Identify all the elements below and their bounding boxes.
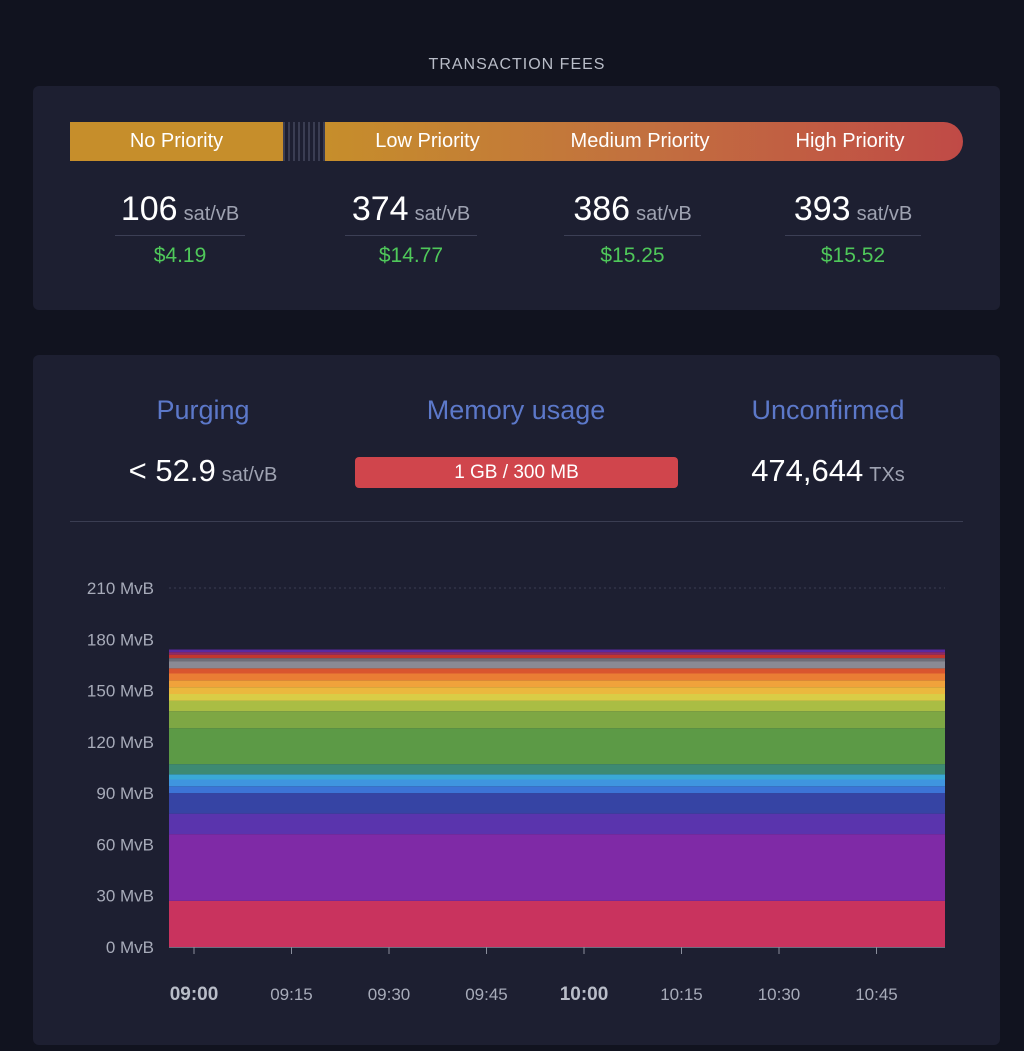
x-tick-label: 10:00 — [560, 984, 609, 1005]
area-layer-13 — [169, 680, 945, 688]
area-layer-3 — [169, 793, 945, 814]
area-layer-18 — [169, 654, 945, 659]
x-tick-label: 09:15 — [270, 985, 313, 1004]
unconfirmed-value: 474,644 — [751, 453, 864, 488]
priority-medium: Medium Priority — [570, 130, 710, 152]
y-tick-label: 180 MvB — [87, 630, 154, 649]
y-tick-label: 30 MvB — [96, 887, 154, 906]
area-layer-17 — [169, 658, 945, 662]
y-tick-label: 90 MvB — [96, 784, 154, 803]
fee-unit: sat/vB — [636, 203, 692, 225]
priority-no-priority: No Priority — [70, 122, 283, 161]
area-layer-6 — [169, 774, 945, 780]
fee-usd: $14.77 — [378, 244, 444, 267]
area-layer-7 — [169, 764, 945, 775]
area-layer-20 — [169, 649, 945, 653]
divider — [70, 521, 963, 522]
fee-value: 393 — [793, 190, 851, 228]
area-layer-0 — [169, 900, 945, 947]
area-layer-12 — [169, 687, 945, 694]
area-layer-1 — [169, 834, 945, 901]
x-tick-label: 09:00 — [170, 984, 219, 1005]
section-title: TRANSACTION FEES — [428, 56, 606, 73]
area-layer-16 — [169, 661, 945, 669]
fee-low-priority: 374 sat/vB $14.77 — [345, 190, 477, 268]
area-layer-19 — [169, 652, 945, 655]
priority-low: Low Priority — [375, 130, 480, 152]
area-layer-15 — [169, 668, 945, 674]
area-layer-2 — [169, 813, 945, 835]
fee-value: 386 — [573, 190, 631, 228]
y-tick-label: 150 MvB — [87, 682, 154, 701]
unconfirmed-title: Unconfirmed — [751, 395, 905, 425]
fee-unit: sat/vB — [856, 203, 913, 225]
x-tick-label: 10:30 — [758, 985, 801, 1004]
purging-title: Purging — [156, 395, 250, 425]
purging-value: < 52.9 — [128, 453, 216, 488]
area-layer-9 — [169, 711, 945, 729]
area-layer-10 — [169, 700, 945, 712]
x-tick-label: 10:15 — [660, 985, 703, 1004]
fee-value: 374 — [351, 190, 409, 228]
x-tick-label: 09:45 — [465, 985, 508, 1004]
fee-unit: sat/vB — [414, 203, 471, 225]
purging-unit: sat/vB — [221, 464, 278, 486]
area-layer-14 — [169, 673, 945, 681]
fee-usd: $15.52 — [820, 244, 886, 267]
y-tick-label: 60 MvB — [96, 835, 154, 854]
y-tick-label: 210 MvB — [87, 579, 154, 598]
memory-usage-title: Memory usage — [426, 395, 606, 425]
fee-usd: $4.19 — [153, 244, 207, 267]
mempool-chart: 0 MvB 30 MvB 60 MvB 90 MvB 120 MvB 150 MvB 180… — [87, 579, 945, 1005]
priority-gap — [283, 122, 325, 161]
fees-card: No Priority Low Priority Medium Priority… — [33, 86, 1000, 310]
priority-band: Low Priority Medium Priority High Priori… — [325, 122, 963, 161]
area-layer-8 — [169, 728, 945, 765]
unconfirmed-value-group: 474,644 TXs — [723, 453, 933, 489]
fee-unit: sat/vB — [183, 203, 240, 225]
mempool-card: Purging < 52.9 sat/vB Memory usage 1 GB /… — [33, 355, 1000, 1045]
area-layer-11 — [169, 693, 945, 701]
fee-usd: $15.25 — [600, 244, 665, 267]
x-tick-label: 09:30 — [368, 985, 411, 1004]
priority-high: High Priority — [795, 130, 905, 152]
x-tick-label: 10:45 — [855, 985, 898, 1004]
area-layer-4 — [169, 786, 945, 794]
area-layer-5 — [169, 779, 945, 787]
fee-medium-priority: 386 sat/vB $15.25 — [564, 190, 701, 268]
purging-value-group: < 52.9 sat/vB — [103, 453, 303, 489]
memory-usage-bar: 1 GB / 300 MB — [355, 457, 678, 488]
fee-no-priority: 106 sat/vB $4.19 — [115, 190, 245, 268]
fee-value: 106 — [120, 190, 178, 228]
fee-high-priority: 393 sat/vB $15.52 — [785, 190, 921, 268]
unconfirmed-unit: TXs — [869, 464, 905, 486]
y-tick-label: 120 MvB — [87, 733, 154, 752]
y-tick-label: 0 MvB — [106, 938, 154, 957]
